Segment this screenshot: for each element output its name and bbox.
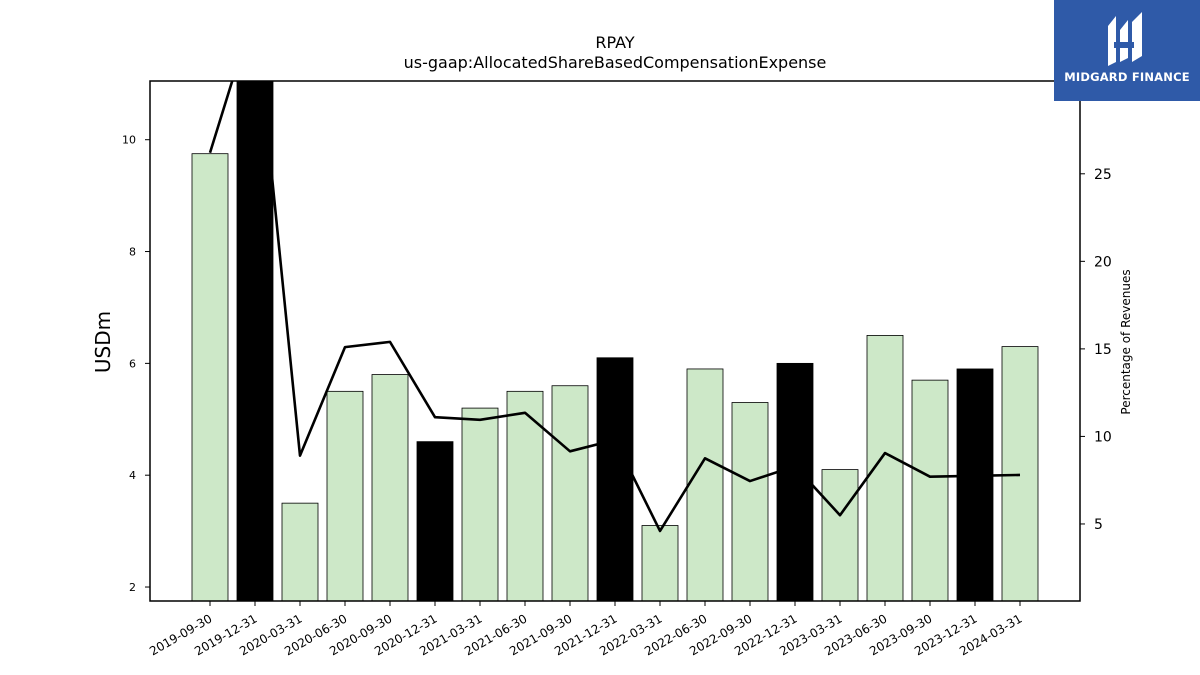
chart-subtitle: us-gaap:AllocatedShareBasedCompensationE… <box>404 53 827 72</box>
bar-2023-12-31 <box>956 368 994 601</box>
y2-tick-label: 20 <box>1094 254 1112 270</box>
bar-2024-03-31 <box>1001 346 1039 601</box>
bar-2021-03-31 <box>461 407 499 601</box>
bar-2022-09-30 <box>731 402 769 601</box>
bar-2019-09-30 <box>191 153 229 601</box>
chart-title: RPAY <box>595 33 634 52</box>
bar-2023-06-30 <box>866 335 904 601</box>
bar-2023-03-31 <box>821 469 859 601</box>
y-tick-label: 4 <box>129 469 136 482</box>
labels-layer: RPAY us-gaap:AllocatedShareBasedCompensa… <box>91 33 1133 415</box>
logo-text: MIDGARD FINANCE <box>1064 70 1190 84</box>
y2-tick-label: 15 <box>1094 342 1112 358</box>
bar-2021-12-31 <box>596 357 634 601</box>
bar-2021-09-30 <box>551 385 589 601</box>
y-tick-label: 8 <box>129 246 136 259</box>
bar-2020-06-30 <box>326 390 364 601</box>
bar-2020-09-30 <box>371 374 409 601</box>
y2-axis-label: Percentage of Revenues <box>1119 269 1133 414</box>
y-tick-label: 10 <box>122 134 136 147</box>
brand-logo: MIDGARD FINANCE <box>1054 0 1200 101</box>
y-tick-label: 6 <box>129 357 136 370</box>
bar-2020-12-31 <box>416 441 454 601</box>
y-tick-label: 2 <box>129 581 136 594</box>
line-layer <box>208 81 1021 533</box>
bar-2021-06-30 <box>506 390 544 601</box>
bar-2022-03-31 <box>641 525 679 601</box>
bar-2023-09-30 <box>911 379 949 601</box>
bars-layer <box>191 81 1039 601</box>
bar-2022-06-30 <box>686 368 724 601</box>
y2-tick-label: 10 <box>1094 429 1112 445</box>
y-axis-label: USDm <box>91 311 115 373</box>
logo-mark-icon <box>1108 12 1142 66</box>
bar-2019-12-31 <box>236 81 274 601</box>
bar-2022-12-31 <box>776 362 814 601</box>
percentage-line <box>208 81 1021 533</box>
bar-2020-03-31 <box>281 502 319 601</box>
y2-tick-label: 25 <box>1094 167 1112 183</box>
y2-tick-label: 5 <box>1094 517 1103 533</box>
